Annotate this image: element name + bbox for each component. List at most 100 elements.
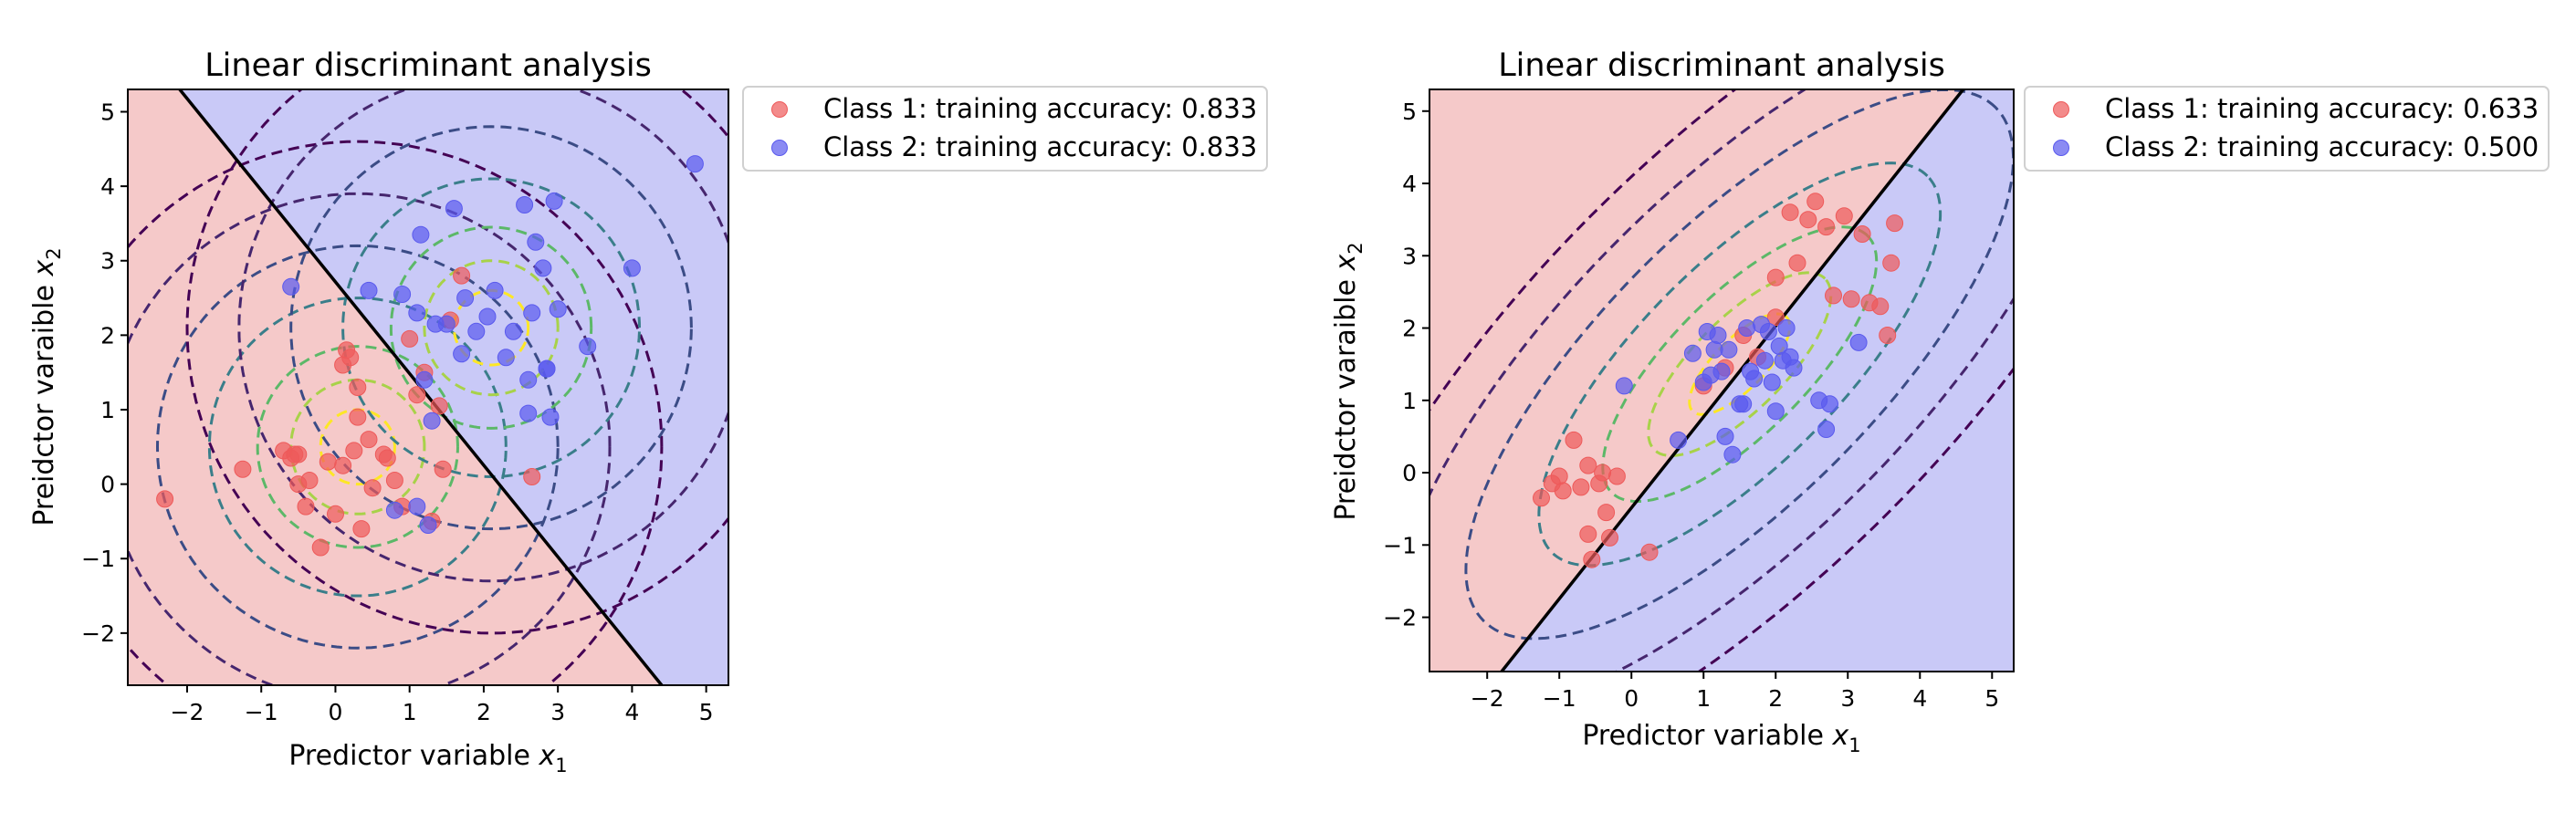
- class-2-point: [1683, 344, 1702, 362]
- x-tick-label: 4: [1912, 685, 1927, 712]
- class-2-point: [1755, 351, 1774, 370]
- density-contour-1-1: [319, 408, 396, 486]
- class-2-point: [445, 200, 463, 218]
- class-1-point: [349, 379, 367, 396]
- class-2-point: [545, 192, 563, 210]
- legend-marker-class-1-left: [771, 101, 788, 118]
- class-1-point: [1607, 467, 1626, 485]
- class-2-point: [467, 322, 486, 340]
- class-2-point: [1720, 340, 1738, 359]
- class-2-point: [423, 412, 441, 430]
- y-tick-label: 2: [100, 322, 115, 349]
- class-1-point: [319, 453, 337, 471]
- x-axis-label-right: Predictor variable x1: [1582, 720, 1860, 756]
- x-tick-label: 5: [699, 699, 714, 725]
- class-2-point: [534, 259, 552, 277]
- legend-marker-class-2-left: [771, 140, 788, 156]
- class-2-point: [1745, 370, 1764, 388]
- y-tick-label: 5: [100, 99, 115, 125]
- legend-box-left: [742, 86, 1268, 172]
- class-1-point: [1601, 528, 1618, 547]
- plot-area-right: [1429, 89, 2014, 672]
- x-tick-label: 2: [1768, 685, 1783, 712]
- class-2-point: [1759, 323, 1777, 340]
- class-2-point: [1615, 377, 1633, 395]
- class-2-point: [579, 338, 597, 356]
- class-2-point: [686, 155, 704, 173]
- class-1-point: [1766, 308, 1785, 327]
- x-tick-label: 3: [550, 699, 565, 725]
- class-1-point: [363, 479, 382, 497]
- density-contour-1-5: [1464, 89, 2014, 641]
- y-tick-label: 1: [100, 397, 115, 423]
- plot-area-left: [128, 89, 728, 685]
- class-2-point: [1785, 359, 1803, 377]
- class-2-point: [1709, 327, 1727, 344]
- class-2-point: [426, 315, 445, 333]
- y-axis-label-right: Preidctor varaible x2: [1330, 242, 1367, 520]
- class-1-point: [1565, 431, 1583, 449]
- y-tick-label: 0: [100, 472, 115, 498]
- ticks-left: −2 −1 0 1 2 3 4 5 −2 −1 0 1 2 3 4 5: [81, 99, 713, 725]
- x-tick-label: 1: [403, 699, 417, 725]
- legend-box-right: [2024, 86, 2550, 172]
- density-contour-2-5: [289, 125, 693, 531]
- class-1-point: [1781, 203, 1799, 222]
- class-2-point: [1849, 333, 1868, 351]
- class-2-point: [538, 359, 556, 378]
- class-1-point: [338, 341, 356, 359]
- y-tick-label: 0: [1402, 460, 1417, 486]
- class-1-point: [334, 456, 352, 474]
- y-tick-label: −2: [1383, 605, 1417, 631]
- class-1-point: [1882, 254, 1901, 272]
- class-1-point: [1579, 456, 1597, 474]
- y-tick-label: 2: [1402, 316, 1417, 342]
- class-1-point: [1550, 467, 1568, 485]
- y-tick-label: 4: [1402, 171, 1417, 197]
- decision-boundary: [1500, 89, 1965, 672]
- class-2-point: [453, 345, 471, 363]
- class-1-point: [1640, 543, 1659, 561]
- class-1-point: [1879, 327, 1897, 344]
- class-1-point: [523, 468, 541, 485]
- y-tick-label: 3: [1402, 243, 1417, 269]
- class-2-point: [486, 281, 504, 299]
- y-tick-label: 5: [1402, 99, 1417, 125]
- class-1-point: [1886, 214, 1904, 233]
- legend-label-class-2-left: Class 2: training accuracy: 0.833: [823, 131, 1257, 162]
- density-contour-1-2: [1647, 271, 1833, 457]
- class-1-point: [156, 490, 174, 508]
- class-2-point: [1712, 362, 1731, 380]
- class-1-point: [1788, 254, 1806, 272]
- class-1-point: [1766, 268, 1785, 286]
- x-tick-label: 5: [1984, 685, 1999, 712]
- class-2-point: [1670, 431, 1688, 449]
- ticks-right: −2 −1 0 1 2 3 4 5 −2 −1 0 1 2 3 4 5: [1383, 99, 1999, 712]
- class-1-point: [297, 497, 315, 516]
- class-1-point: [1825, 286, 1842, 305]
- class-1-point: [1799, 211, 1817, 229]
- class-1-point: [300, 472, 319, 489]
- legend-left: Class 1: training accuracy: 0.833 Class …: [742, 86, 1268, 172]
- class-1-point: [1835, 207, 1853, 225]
- class-2-point: [385, 501, 403, 519]
- chart-title-right: Linear discriminant analysis: [1498, 47, 1945, 84]
- class-2-point: [497, 349, 515, 367]
- class-1-point: [453, 266, 471, 285]
- chart-title-left: Linear discriminant analysis: [204, 47, 652, 84]
- legend-label-class-1-left: Class 1: training accuracy: 0.833: [823, 93, 1257, 124]
- class-2-point: [1817, 421, 1836, 438]
- class-2-point: [1777, 319, 1796, 337]
- x-tick-label: 0: [1624, 685, 1639, 712]
- density-contour-1-3: [256, 345, 459, 549]
- class-1-point: [1597, 504, 1616, 522]
- class-2-point: [549, 300, 567, 318]
- class-1-point: [1871, 297, 1890, 316]
- y-tick-label: −2: [81, 620, 115, 647]
- class-1-point: [345, 442, 363, 460]
- class-1-point: [1594, 464, 1612, 482]
- class-1-point: [408, 386, 426, 404]
- class-2-point: [1763, 373, 1781, 391]
- class-1-point: [311, 538, 330, 557]
- class-1-point: [378, 449, 396, 467]
